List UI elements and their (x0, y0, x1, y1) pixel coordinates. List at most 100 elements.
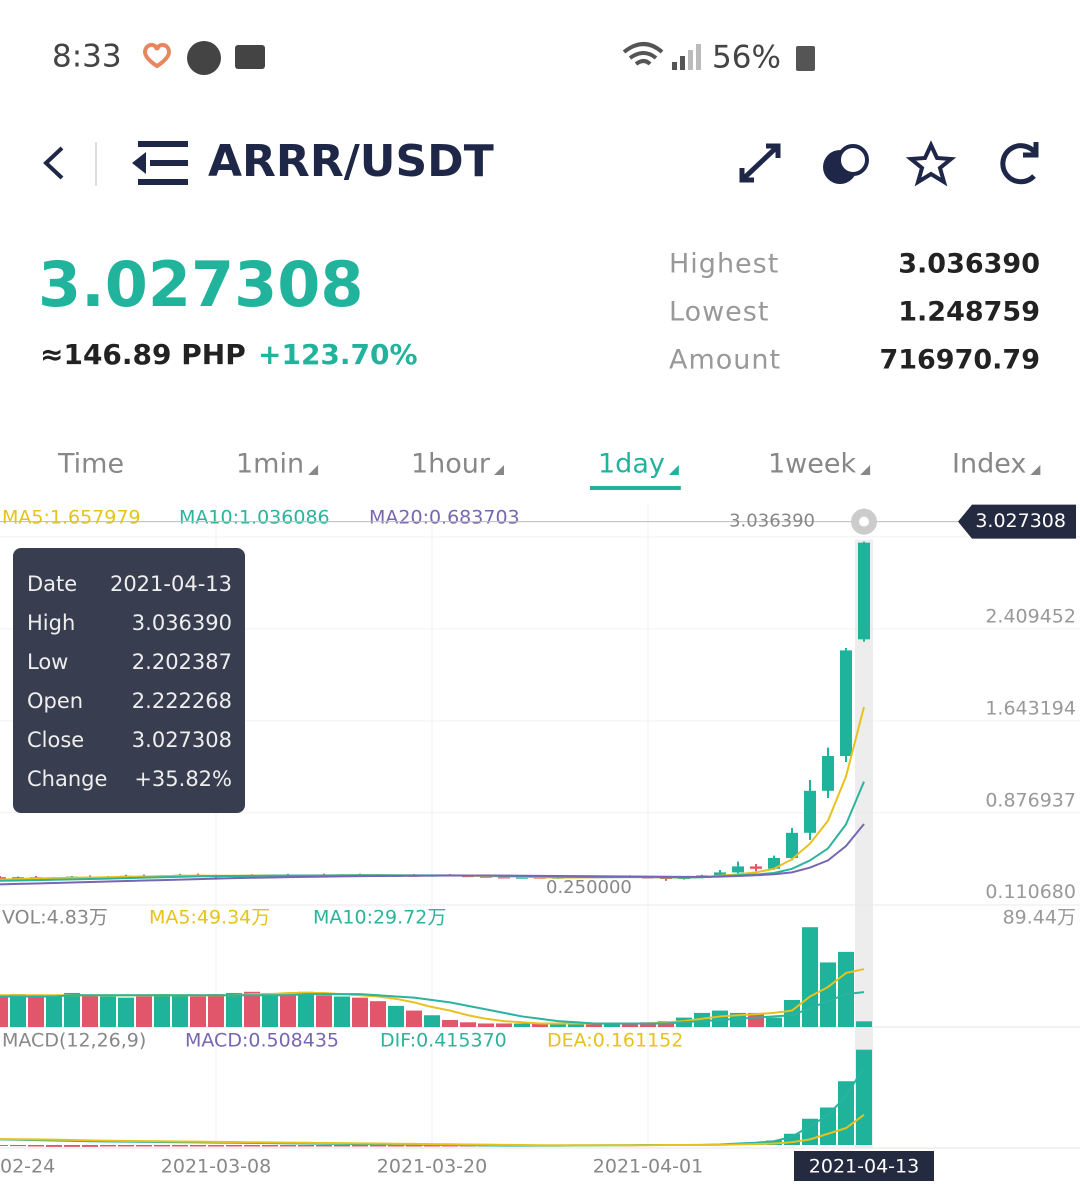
tooltip-label: Open (27, 689, 83, 713)
volume-bar (154, 994, 170, 1027)
compare-circle (837, 144, 869, 176)
volume-bar (190, 996, 206, 1027)
macd-bar (226, 1145, 242, 1147)
fullscreen-button[interactable] (739, 143, 781, 183)
legend-item: MA5:49.34万 (149, 907, 270, 929)
legend-item: DEA:0.161152 (547, 1030, 683, 1052)
tab[interactable]: 1day (598, 449, 665, 480)
macd-bar (352, 1145, 368, 1147)
macd-bar (172, 1145, 188, 1147)
tab-dropdown-arrow (308, 465, 319, 475)
tooltip-label: Date (27, 572, 77, 596)
macd-bar (334, 1145, 350, 1147)
candle-body (498, 876, 510, 879)
tab[interactable]: Time (57, 449, 124, 480)
volume-bar (694, 1012, 710, 1027)
y-tick-label: 0.110680 (985, 881, 1076, 903)
candle-body (714, 872, 726, 876)
volume-bar (46, 996, 62, 1027)
volume-bar (856, 1021, 872, 1027)
tab[interactable]: 1min (236, 449, 304, 480)
fiat-price: ≈146.89 PHP (40, 338, 246, 371)
stat-value: 1.248759 (898, 297, 1040, 328)
macd-bar (262, 1145, 278, 1147)
macd-bar (838, 1081, 854, 1145)
tab-dropdown-arrow (494, 465, 505, 475)
tooltip (13, 548, 245, 813)
macd-bar (208, 1145, 224, 1147)
gallery-icon (235, 45, 265, 69)
macd-bar (820, 1107, 836, 1145)
favorite-button[interactable] (905, 140, 957, 187)
macd-bar (856, 1049, 872, 1145)
tooltip-value: 3.027308 (132, 728, 232, 752)
stat-label: Lowest (669, 297, 769, 328)
pair-title: ARRR/USDT (208, 136, 494, 187)
volume-bar (550, 1023, 566, 1027)
macd-bar (280, 1145, 296, 1147)
volume-bar (406, 1010, 422, 1027)
macd-bar (388, 1145, 404, 1147)
candle-body (516, 877, 528, 879)
stat-value: 3.036390 (898, 249, 1040, 280)
volume-bar (334, 996, 350, 1027)
candle-body (804, 790, 816, 833)
macd-bar (244, 1145, 260, 1147)
macd-bar (0, 1145, 8, 1146)
macd-bar (298, 1145, 314, 1147)
y-tick-label: 2.409452 (985, 605, 1076, 627)
volume-bar (622, 1023, 638, 1027)
menu-bar (138, 141, 188, 147)
tooltip-label: High (27, 611, 75, 635)
volume-bar (442, 1019, 458, 1027)
candle-body (750, 866, 762, 869)
macd-bar (154, 1145, 170, 1147)
tooltip-label: Close (27, 728, 84, 752)
volume-bar (226, 992, 242, 1027)
candle-body (786, 832, 798, 858)
share-button[interactable] (1000, 142, 1039, 185)
compare-button[interactable] (823, 144, 869, 184)
legend-item: VOL:4.83万 (2, 907, 108, 929)
signal-icon (696, 44, 701, 70)
volume-bar (640, 1022, 656, 1027)
volume-bar (820, 962, 836, 1027)
legend-item: MA10:1.036086 (179, 507, 330, 529)
macd-bar (82, 1145, 98, 1147)
candle-body (840, 650, 852, 756)
tab[interactable]: 1week (768, 449, 856, 480)
macd-bar (370, 1145, 386, 1147)
tab-dropdown-arrow (860, 465, 871, 475)
macd-bar (118, 1145, 134, 1147)
signal-icon (680, 56, 685, 70)
volume-bar (262, 992, 278, 1027)
clock: 8:33 (52, 39, 122, 75)
candle-body (858, 542, 870, 640)
volume-bar (10, 994, 26, 1027)
x-highlight (794, 1151, 934, 1181)
change-percent: +123.70% (258, 338, 418, 371)
volume-bar (136, 996, 152, 1027)
stat-value: 716970.79 (879, 345, 1040, 376)
menu-button[interactable] (132, 141, 188, 185)
volume-bar (82, 995, 98, 1027)
volume-bar (568, 1023, 584, 1027)
tab-underline (590, 486, 681, 490)
volume-bar (316, 995, 332, 1027)
candle-body (732, 866, 744, 873)
health-icon (142, 43, 172, 69)
macd-bar (316, 1145, 332, 1147)
price-badge (958, 504, 1076, 539)
back-button[interactable] (43, 146, 64, 180)
volume-bar (388, 1005, 404, 1027)
tooltip-label: Low (27, 650, 68, 674)
tab[interactable]: Index (952, 449, 1026, 480)
x-tick-label: 2021-03-20 (377, 1156, 487, 1178)
volume-bar (514, 1023, 530, 1027)
volume-bar (838, 951, 854, 1027)
stat-label: Amount (669, 345, 781, 376)
tab[interactable]: 1hour (411, 449, 491, 480)
volume-bar (0, 995, 8, 1027)
